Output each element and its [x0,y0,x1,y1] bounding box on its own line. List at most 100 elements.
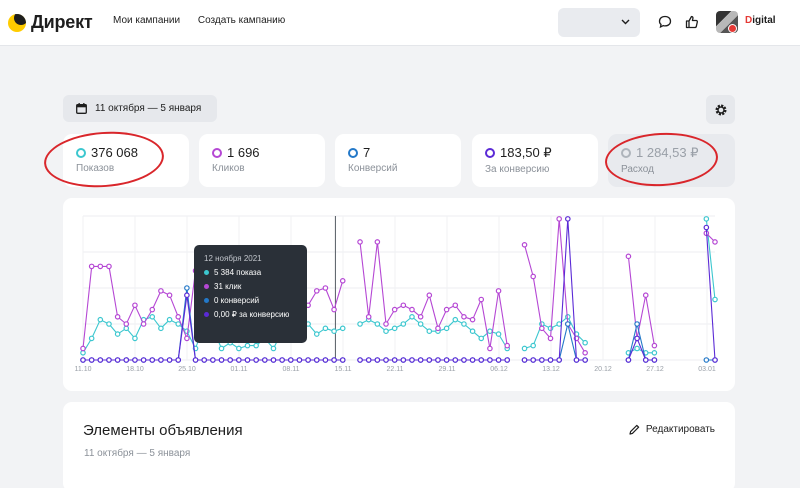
data-point [642,292,649,299]
data-point [539,357,545,363]
data-point [530,342,536,349]
notification-dot [728,24,737,33]
data-point [530,273,536,280]
data-point [391,357,398,363]
x-tick-label: 18.10 [126,366,144,373]
data-point [417,314,424,320]
x-tick-label: 13.12 [542,366,560,373]
x-tick-label: 06.12 [490,366,508,373]
data-point [504,357,511,363]
data-point [556,216,562,222]
data-point [383,321,389,327]
data-point [114,331,121,337]
data-point [184,335,190,342]
data-point [114,357,121,363]
tooltip-row: 0 конверсий [204,296,307,305]
data-point [521,345,528,352]
data-point [149,306,156,313]
data-point [357,321,363,327]
data-point [487,345,493,352]
data-point [140,357,147,363]
x-tick-label: 03.01 [698,366,716,373]
data-point [88,335,95,342]
data-point [625,357,632,363]
metric-card-conversions[interactable]: 7 Конверсий [335,134,461,187]
data-point [556,321,562,327]
data-point [244,357,251,363]
data-point [184,285,190,291]
clicks-dot-icon [212,147,222,158]
main-nav: Мои кампании Создать кампанию [113,15,300,26]
data-point [530,357,536,363]
data-point [365,357,372,363]
data-point [158,288,164,294]
series-line [83,218,716,361]
data-point [149,357,156,363]
chart-settings-button[interactable] [706,95,735,124]
x-tick-label: 20.12 [594,366,612,373]
data-point [253,357,259,363]
tooltip-row: 0,00 ₽ за конверсию [204,310,307,319]
data-point [435,325,441,332]
data-point [556,357,562,363]
pencil-icon [629,424,640,435]
account-name[interactable]: Digital [745,15,776,26]
data-point [175,314,182,320]
metric-card-spend[interactable]: 1 284,53 ₽ Расход [608,134,735,187]
metric-label: Расход [621,164,654,175]
tooltip-row: 31 клик [204,282,307,291]
data-point [313,331,320,337]
data-point [400,321,407,327]
data-point [331,328,337,335]
account-name-rest: igital [752,15,776,26]
client-select[interactable] [558,8,640,37]
data-point [184,292,190,299]
logo[interactable]: Директ [8,12,93,33]
data-point [132,302,138,309]
data-point [201,357,208,363]
chat-icon[interactable] [656,13,674,31]
tooltip-row-text: 31 клик [214,282,242,291]
data-point [443,357,450,363]
data-point [279,357,285,363]
data-point [478,335,485,342]
metric-card-clicks[interactable]: 1 696 Кликов [199,134,325,187]
metric-card-cost-per-conversion[interactable]: 183,50 ₽ За конверсию [472,134,598,187]
data-point [651,357,658,363]
data-point [651,342,658,349]
metric-label: Показов [76,163,115,174]
data-point [443,325,450,332]
x-tick-label: 11.10 [75,366,92,373]
data-point [270,357,277,363]
x-tick-label: 08.11 [283,366,300,373]
data-point [417,357,424,363]
spend-dot-icon [621,148,631,158]
data-point [383,328,389,335]
data-point [547,325,554,332]
data-point [452,357,459,363]
data-point [339,357,346,363]
thumbs-up-icon[interactable] [683,13,701,31]
edit-button[interactable]: Редактировать [629,424,715,435]
data-point [469,357,476,363]
metric-card-impressions[interactable]: 376 068 Показов [63,134,189,187]
data-point [357,357,363,363]
metric-value: 183,50 ₽ [500,145,552,160]
data-point [443,306,450,313]
data-point [651,350,658,356]
nav-create-campaign[interactable]: Создать кампанию [197,15,286,26]
data-point [409,306,415,313]
data-point [192,357,199,363]
data-point [149,314,156,320]
data-point [400,302,407,309]
data-point [565,321,571,327]
metric-value: 7 [363,145,371,160]
date-range-button[interactable]: 11 октября — 5 января [63,95,217,122]
metric-label: Кликов [212,163,245,174]
data-point [114,314,121,320]
data-point [634,321,640,327]
nav-my-campaigns[interactable]: Мои кампании [113,15,181,26]
statistics-chart[interactable]: 11.10 18.10 25.10 01.11 08.11 15.11 22.11 29.11… [63,198,735,391]
data-point [287,357,294,363]
data-point [236,345,242,352]
